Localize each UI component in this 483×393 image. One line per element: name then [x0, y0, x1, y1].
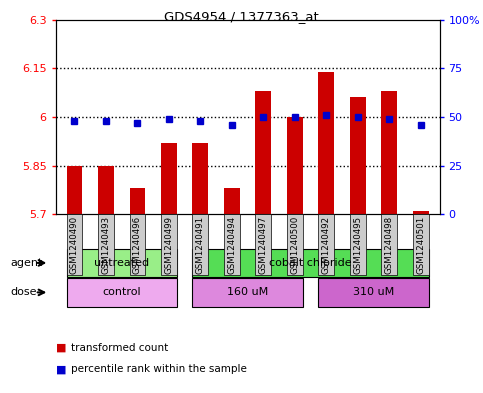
Text: GSM1240490: GSM1240490 [70, 216, 79, 274]
Text: dose: dose [11, 287, 37, 298]
Text: GSM1240497: GSM1240497 [259, 216, 268, 274]
Text: GSM1240494: GSM1240494 [227, 216, 236, 274]
Text: GSM1240501: GSM1240501 [416, 215, 425, 274]
Text: GSM1240495: GSM1240495 [353, 216, 362, 274]
Text: transformed count: transformed count [71, 343, 169, 353]
Text: GSM1240499: GSM1240499 [164, 216, 173, 274]
Text: GSM1240492: GSM1240492 [322, 216, 331, 274]
Text: 310 uM: 310 uM [353, 287, 394, 298]
Text: ■: ■ [56, 364, 66, 375]
Bar [161, 143, 177, 214]
Bar [318, 72, 334, 214]
Bar [287, 117, 303, 214]
Text: cobalt chloride: cobalt chloride [269, 258, 352, 268]
Text: GDS4954 / 1377363_at: GDS4954 / 1377363_at [164, 10, 319, 23]
Text: 160 uM: 160 uM [227, 287, 268, 298]
Bar [129, 188, 145, 214]
Bar [256, 91, 271, 214]
Bar [192, 143, 208, 214]
Bar [224, 188, 240, 214]
Text: GSM1240500: GSM1240500 [290, 215, 299, 274]
Bar [413, 211, 428, 214]
Text: percentile rank within the sample: percentile rank within the sample [71, 364, 247, 375]
Bar [350, 97, 366, 214]
Text: ■: ■ [56, 343, 66, 353]
Text: GSM1240491: GSM1240491 [196, 216, 205, 274]
Text: GSM1240496: GSM1240496 [133, 216, 142, 274]
Text: agent: agent [11, 258, 43, 268]
Bar [381, 91, 397, 214]
Bar [67, 165, 82, 214]
Text: GSM1240498: GSM1240498 [384, 216, 394, 274]
Text: control: control [102, 287, 141, 298]
Text: untreated: untreated [94, 258, 149, 268]
Text: GSM1240493: GSM1240493 [101, 216, 111, 274]
Bar [98, 165, 114, 214]
